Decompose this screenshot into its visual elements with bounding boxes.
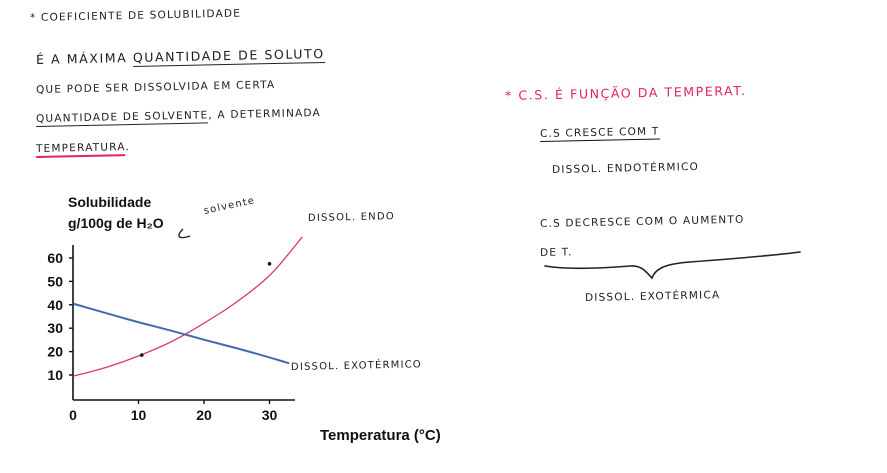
x-tick-label: 10 <box>131 407 147 423</box>
y-tick-label: 40 <box>47 297 63 313</box>
x-tick-label: 30 <box>262 407 278 423</box>
endo-curve <box>72 236 303 377</box>
curve-marker-dot <box>267 262 272 266</box>
graph-xlabel: Temperatura (°C) <box>320 427 441 444</box>
curve-marker-dot <box>139 353 144 357</box>
y-tick-label: 10 <box>47 367 63 383</box>
x-tick-label: 0 <box>69 407 77 423</box>
y-tick-label: 30 <box>47 320 63 336</box>
ylabel-hook <box>178 228 191 239</box>
x-tick-label: 20 <box>196 407 212 423</box>
y-tick-label: 20 <box>47 344 63 360</box>
y-tick-label: 50 <box>47 273 63 289</box>
y-tick-label: 60 <box>47 250 63 266</box>
exo-curve <box>72 302 290 365</box>
graph-ylabel-line-1: Solubilidade <box>68 194 152 210</box>
graph-ylabel-line-2: g/100g de H₂O <box>68 215 164 231</box>
